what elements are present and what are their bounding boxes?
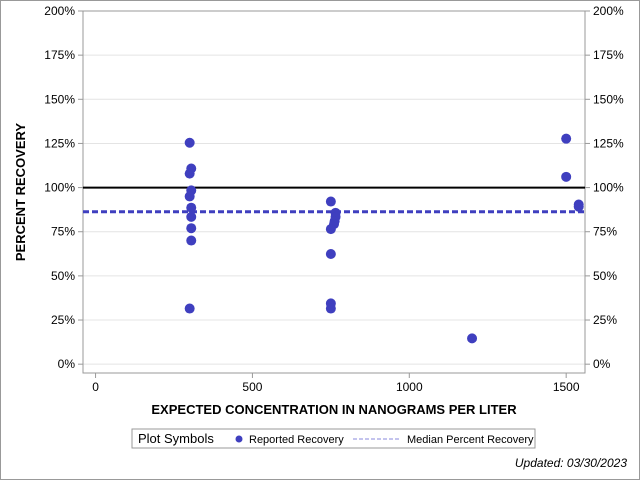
legend-entry-median: Median Percent Recovery	[407, 434, 534, 446]
y-tick-label-left: 25%	[51, 313, 75, 327]
legend-entry-reported: Reported Recovery	[249, 434, 344, 446]
data-point	[184, 303, 195, 314]
legend-point-symbol	[235, 435, 243, 443]
y-tick-label-right: 175%	[593, 48, 624, 62]
y-tick-label-right: 75%	[593, 225, 617, 239]
y-tick-label-right: 125%	[593, 136, 624, 150]
data-point	[325, 196, 336, 207]
y-tick-label-right: 150%	[593, 92, 624, 106]
y-tick-label-left: 125%	[44, 136, 75, 150]
data-point	[186, 235, 197, 246]
y-tick-label-right: 50%	[593, 269, 617, 283]
y-tick-label-left: 50%	[51, 269, 75, 283]
legend-title: Plot Symbols	[138, 431, 214, 446]
y-tick-label-right: 100%	[593, 181, 624, 195]
y-tick-label-left: 100%	[44, 181, 75, 195]
x-tick-label: 1000	[396, 380, 423, 394]
data-point	[325, 248, 336, 259]
data-point	[561, 171, 572, 182]
y-tick-label-left: 0%	[58, 357, 76, 371]
data-point	[186, 223, 197, 234]
y-tick-label-right: 25%	[593, 313, 617, 327]
data-point	[184, 168, 195, 179]
y-tick-label-left: 200%	[44, 4, 75, 18]
data-point	[325, 224, 336, 235]
plot-area	[82, 10, 586, 374]
x-tick-label: 1500	[553, 380, 580, 394]
y-tick-label-left: 75%	[51, 225, 75, 239]
x-tick-label: 500	[242, 380, 262, 394]
data-point	[325, 303, 336, 314]
y-tick-label-left: 150%	[44, 92, 75, 106]
y-axis-label: PERCENT RECOVERY	[13, 123, 28, 262]
data-point	[561, 133, 572, 144]
x-axis-label: EXPECTED CONCENTRATION IN NANOGRAMS PER …	[151, 402, 517, 417]
y-tick-label-right: 200%	[593, 4, 624, 18]
legend: Plot Symbols Reported Recovery Median Pe…	[131, 428, 536, 449]
data-point	[186, 202, 197, 213]
y-tick-label-left: 175%	[44, 48, 75, 62]
updated-date: Updated: 03/30/2023	[515, 456, 627, 470]
data-point	[184, 191, 195, 202]
data-point	[184, 137, 195, 148]
x-tick-label: 0	[92, 380, 99, 394]
data-point	[186, 211, 197, 222]
data-point	[467, 333, 478, 344]
data-point	[573, 201, 584, 212]
y-tick-label-right: 0%	[593, 357, 611, 371]
